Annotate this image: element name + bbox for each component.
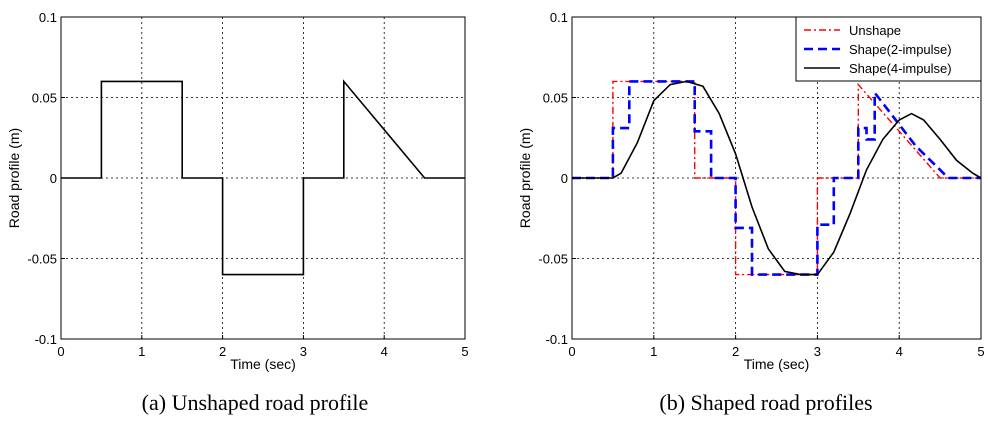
legend-label: Shape(2-impulse) — [849, 42, 952, 57]
x-tick-label: 0 — [568, 344, 575, 359]
y-tick-label: 0 — [50, 171, 57, 186]
chart-shaped-road-profiles: 0 1 2 3 4 5 -0.1 -0.05 0 0.05 0.1 Time (sec) Road … — [517, 10, 985, 415]
series-group-a — [61, 79, 465, 276]
x-tick-label: 2 — [219, 344, 226, 359]
y-tick-label: -0.1 — [546, 332, 568, 347]
x-tick-label: 5 — [461, 344, 468, 359]
x-tick-label: 2 — [732, 344, 739, 359]
caption-b: (b) Shaped road profiles — [659, 390, 872, 415]
x-tick-label: 1 — [138, 344, 145, 359]
x-axis-label-a: Time (sec) — [230, 356, 296, 372]
legend-label: Unshape — [849, 23, 901, 38]
y-tick-label: 0.1 — [550, 10, 568, 25]
series-line-unshape — [572, 80, 981, 276]
x-axis-label-b: Time (sec) — [744, 356, 810, 372]
x-tick-label: 1 — [650, 344, 657, 359]
y-tick-label: -0.05 — [538, 252, 568, 267]
y-tick-label: 0.1 — [39, 10, 57, 25]
legend: Unshape Shape(2-impulse) Shape(4-impulse) — [795, 16, 982, 82]
x-tick-label: 5 — [977, 344, 984, 359]
tick-labels-b: 0 1 2 3 4 5 -0.1 -0.05 0 0.05 0.1 — [538, 10, 984, 359]
y-axis-label-b: Road profile (m) — [517, 128, 533, 228]
x-tick-label: 3 — [814, 344, 821, 359]
y-tick-label: 0.05 — [32, 91, 57, 106]
y-tick-label: -0.05 — [27, 252, 57, 267]
x-tick-label: 3 — [300, 344, 307, 359]
legend-label: Shape(4-impulse) — [849, 61, 952, 76]
y-tick-label: -0.1 — [35, 332, 57, 347]
tick-labels-a: 0 1 2 3 4 5 -0.1 -0.05 0 0.05 0.1 — [27, 10, 468, 359]
series-line-shape-4-impulse — [572, 80, 982, 276]
y-tick-label: 0.05 — [543, 91, 568, 106]
chart-unshaped-road-profile: 0 1 2 3 4 5 -0.1 -0.05 0 0.05 0.1 Time (sec) Road … — [6, 10, 469, 415]
grid-a — [61, 17, 465, 339]
x-tick-label: 4 — [381, 344, 388, 359]
x-tick-label: 0 — [57, 344, 64, 359]
x-tick-label: 4 — [896, 344, 903, 359]
series-line-road-profile — [61, 79, 465, 276]
caption-a: (a) Unshaped road profile — [142, 390, 369, 415]
series-line-shape-2-impulse — [572, 80, 981, 276]
y-axis-label-a: Road profile (m) — [6, 128, 22, 228]
series-group-b — [572, 80, 982, 276]
y-tick-label: 0 — [561, 171, 568, 186]
